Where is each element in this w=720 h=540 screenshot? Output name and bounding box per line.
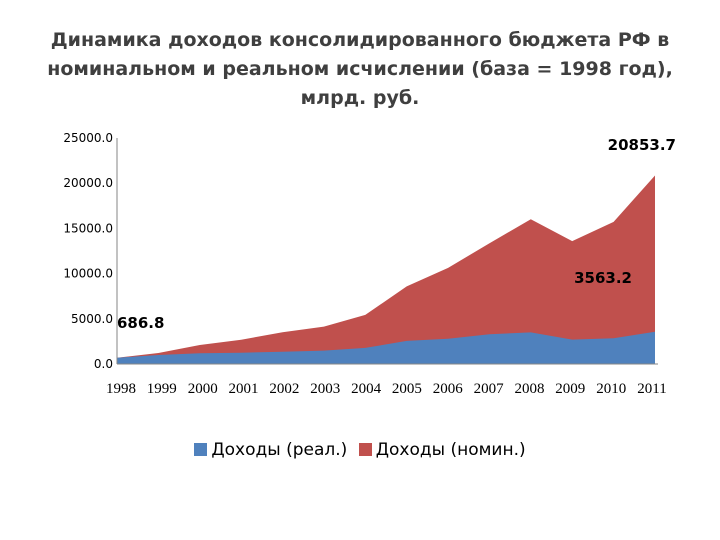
y-tick-label: 25000.0	[63, 131, 113, 145]
legend-swatch-nominal	[358, 443, 372, 456]
y-tick-label: 20000.0	[63, 176, 113, 190]
data-label-real-end: 3563.2	[574, 269, 632, 287]
x-tick-label: 2002	[269, 381, 299, 397]
chart-title: Динамика доходов консолидированного бюдж…	[20, 26, 700, 113]
area-series-0	[117, 175, 655, 364]
chart-title-line: номинальном и реальном исчислении (база …	[47, 58, 673, 80]
x-tick-label: 2005	[392, 381, 422, 397]
y-tick-label: 5000.0	[71, 312, 113, 326]
x-tick-label: 2001	[229, 381, 259, 397]
x-tick-label: 2004	[351, 381, 382, 397]
y-tick-label: 0.0	[94, 357, 113, 371]
x-tick-label: 2008	[515, 381, 545, 397]
legend-swatch-real	[194, 443, 208, 456]
chart-title-line: Динамика доходов консолидированного бюдж…	[50, 29, 670, 51]
legend-label-real: Доходы (реал.)	[211, 440, 348, 460]
area-chart: 0.0 5000.0 10000.0 15000.0 20000.0 25000.0 19…	[63, 131, 676, 397]
y-tick-label: 10000.0	[63, 267, 113, 281]
x-tick-label: 2000	[188, 381, 218, 397]
x-tick-label: 1998	[106, 381, 136, 397]
data-label-nominal-end: 20853.7	[608, 136, 676, 154]
x-tick-label: 2011	[637, 381, 666, 397]
chart-title-line: млрд. руб.	[300, 87, 420, 109]
data-label-start: 686.8	[117, 314, 164, 332]
y-tick-label: 15000.0	[63, 221, 113, 235]
x-tick-label: 2010	[596, 381, 626, 397]
x-tick-label: 1999	[147, 381, 177, 397]
x-tick-label: 2003	[310, 381, 340, 397]
x-tick-label: 2006	[433, 381, 464, 397]
legend-item-real: Доходы (реал.)	[194, 440, 347, 460]
legend-item-nominal: Доходы (номин.)	[358, 440, 526, 460]
area-series-1	[117, 331, 655, 364]
x-tick-label: 2009	[555, 381, 585, 397]
legend-label-nominal: Доходы (номин.)	[375, 440, 526, 460]
legend: Доходы (реал.) Доходы (номин.)	[0, 440, 720, 460]
x-tick-label: 2007	[474, 381, 505, 397]
